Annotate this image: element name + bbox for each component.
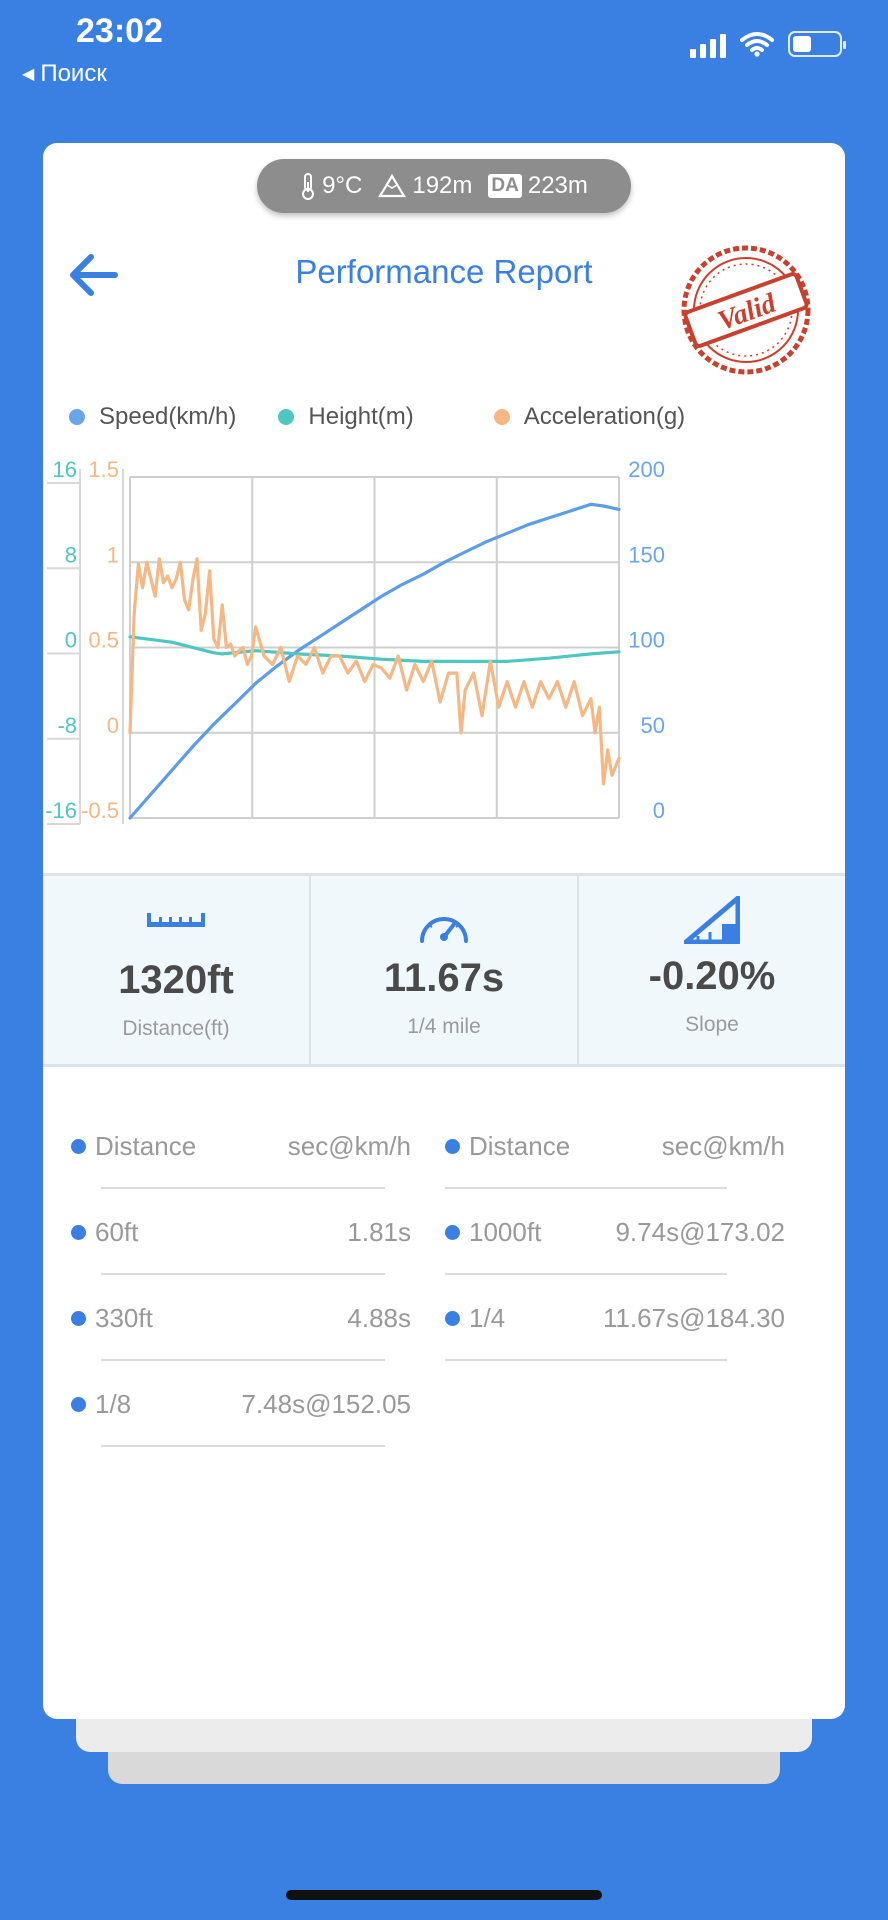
speedometer-icon	[420, 917, 468, 943]
speed-tick-label: 100	[628, 628, 665, 653]
legend-dot-speed	[69, 409, 85, 425]
slope-icon	[684, 896, 740, 944]
speed-tick-label: 150	[628, 542, 665, 567]
speed-series-line	[128, 502, 621, 820]
home-indicator[interactable]	[286, 1890, 602, 1900]
ruler-icon	[147, 913, 205, 927]
acceleration-tick-label: -0.5	[81, 798, 119, 823]
height-series-line	[128, 635, 621, 663]
table-row: 1/8 7.48s@152.05	[43, 1361, 845, 1447]
chart-legend: Speed(km/h) Height(m) Acceleration(g)	[69, 403, 727, 431]
height-tick-label: 16	[53, 457, 77, 482]
wifi-icon	[740, 32, 774, 57]
page-title: Performance Report	[295, 253, 593, 290]
legend-dot-acceleration	[493, 409, 510, 425]
bullet-dot	[71, 1225, 86, 1240]
altitude-value: 192m	[412, 172, 473, 199]
table-row: 330ft 4.88s 1/4 11.67s@184.30	[43, 1275, 845, 1361]
density-altitude-badge: DA	[488, 174, 522, 198]
legend-item-height: Height(m)	[278, 403, 414, 431]
table-cell: 1000ft 9.74s@173.02	[445, 1189, 785, 1275]
split-distance: 1000ft	[469, 1217, 542, 1247]
header-distance-label: Distance	[95, 1131, 197, 1161]
legend-label-height: Height(m)	[308, 403, 414, 430]
stat-time-value: 11.67s	[383, 956, 505, 1000]
split-time: 9.74s@173.02	[615, 1217, 785, 1247]
table-header-left: Distance sec@km/h	[71, 1103, 411, 1189]
status-icons	[690, 30, 846, 58]
legend-label-speed: Speed(km/h)	[99, 403, 237, 430]
height-tick-label: 8	[65, 542, 77, 567]
table-cell: 1/8 7.48s@152.05	[71, 1361, 411, 1447]
density-altitude-value: 223m	[527, 172, 588, 199]
report-card: 9°C 192m DA 223m Performance Report Vali…	[43, 143, 845, 1719]
speed-tick-label: 0	[653, 798, 665, 823]
split-time: 7.48s@152.05	[241, 1389, 411, 1419]
valid-stamp: Valid	[681, 245, 811, 375]
height-tick-label: -16	[45, 798, 77, 823]
bullet-dot	[71, 1139, 86, 1154]
stat-time: 11.67s 1/4 mile	[311, 876, 579, 1064]
stat-time-label: 1/4 mile	[407, 1015, 481, 1038]
acceleration-series-line	[128, 557, 621, 786]
height-tick-label: -8	[57, 713, 77, 738]
stat-distance-label: Distance(ft)	[122, 1017, 230, 1040]
bullet-dot	[71, 1311, 86, 1326]
density-altitude-item: DA 223m	[488, 172, 588, 200]
table-header-row: Distance sec@km/h Distance sec@km/h	[43, 1103, 845, 1189]
legend-item-acceleration: Acceleration(g)	[493, 403, 686, 431]
mountain-icon	[378, 174, 407, 198]
header-distance-label: Distance	[469, 1131, 571, 1161]
acceleration-tick-label: 1	[107, 542, 119, 567]
signal-icon	[690, 30, 726, 58]
split-distance: 1/8	[95, 1389, 132, 1419]
legend-label-acceleration: Acceleration(g)	[523, 403, 686, 430]
bullet-dot	[445, 1311, 460, 1326]
bullet-dot	[445, 1225, 460, 1240]
table-header-right: Distance sec@km/h	[445, 1103, 785, 1189]
header-time-label: sec@km/h	[287, 1131, 411, 1161]
split-time: 11.67s@184.30	[602, 1303, 785, 1333]
thermometer-icon	[302, 173, 315, 200]
speed-tick-label: 50	[641, 713, 665, 738]
back-triangle-icon: ◀	[22, 66, 35, 83]
height-tick-label: 0	[65, 628, 77, 653]
stat-distance-value: 1320ft	[118, 958, 234, 1002]
temperature-item: 9°C	[300, 172, 362, 200]
status-time: 23:02	[76, 12, 163, 50]
stats-panel: 1320ft Distance(ft) 11.67s 1/4 mile	[43, 873, 845, 1067]
acceleration-tick-label: 0	[107, 713, 119, 738]
stat-distance: 1320ft Distance(ft)	[43, 876, 311, 1064]
split-distance: 1/4	[469, 1303, 506, 1333]
back-to-search-label: Поиск	[40, 60, 107, 87]
speed-tick-label: 200	[628, 457, 665, 482]
split-times-table: Distance sec@km/h Distance sec@km/h 60ft	[43, 1103, 845, 1447]
table-cell: 1/4 11.67s@184.30	[445, 1275, 785, 1361]
header-time-label: sec@km/h	[661, 1131, 785, 1161]
split-time: 1.81s	[347, 1217, 411, 1247]
performance-chart: 16 8 0 -8 -16 1.5 1 0.5 0 -0.5 200 150 100 50 0	[45, 457, 665, 825]
acceleration-tick-label: 1.5	[88, 457, 119, 482]
legend-dot-height	[278, 409, 295, 425]
bullet-dot	[445, 1139, 460, 1154]
table-row: 60ft 1.81s 1000ft 9.74s@173.02	[43, 1189, 845, 1275]
stat-slope-label: Slope	[685, 1013, 739, 1036]
legend-item-speed: Speed(km/h)	[69, 403, 236, 431]
back-to-search-link[interactable]: ◀ Поиск	[22, 60, 107, 88]
split-distance: 330ft	[95, 1303, 153, 1333]
back-arrow-icon[interactable]	[65, 245, 121, 305]
split-time: 4.88s	[347, 1303, 411, 1333]
acceleration-tick-label: 0.5	[88, 628, 119, 653]
stat-slope-value: -0.20%	[648, 954, 776, 998]
temperature-value: 9°C	[322, 172, 363, 199]
stat-slope: -0.20% Slope	[579, 876, 845, 1064]
split-distance: 60ft	[95, 1217, 139, 1247]
bullet-dot	[71, 1397, 86, 1412]
altitude-item: 192m	[378, 172, 472, 200]
battery-icon	[788, 31, 846, 57]
conditions-pill: 9°C 192m DA 223m	[257, 159, 631, 213]
table-cell: 60ft 1.81s	[71, 1189, 411, 1275]
table-cell: 330ft 4.88s	[71, 1275, 411, 1361]
